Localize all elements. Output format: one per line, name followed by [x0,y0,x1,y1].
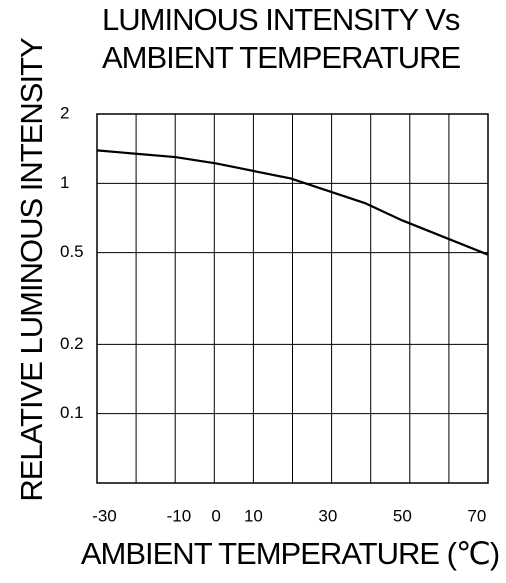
x-tick-label: 30 [318,506,337,525]
data-line [96,149,489,256]
y-tick-label: 0.1 [60,403,84,422]
x-tick-label: 0 [211,506,220,525]
y-tick-label: 2 [60,103,69,122]
y-tick-label: 0.2 [60,334,84,353]
plot-frame [96,113,489,484]
y-tick-label: 0.5 [60,242,84,261]
x-tick-label: -10 [167,506,192,525]
x-tick-label: -30 [92,506,117,525]
x-axis-label: AMBIENT TEMPERATURE (℃) [81,536,499,571]
x-tick-label: 70 [467,506,486,525]
x-tick-label: 50 [393,506,412,525]
y-axis-label: RELATIVE LUMINOUS INTENSITY [14,38,49,502]
y-tick-label: 1 [60,173,69,192]
chart-title: AMBIENT TEMPERATURE [102,40,461,75]
chart-title: LUMINOUS INTENSITY Vs [102,2,460,37]
x-tick-label: 10 [244,506,263,525]
